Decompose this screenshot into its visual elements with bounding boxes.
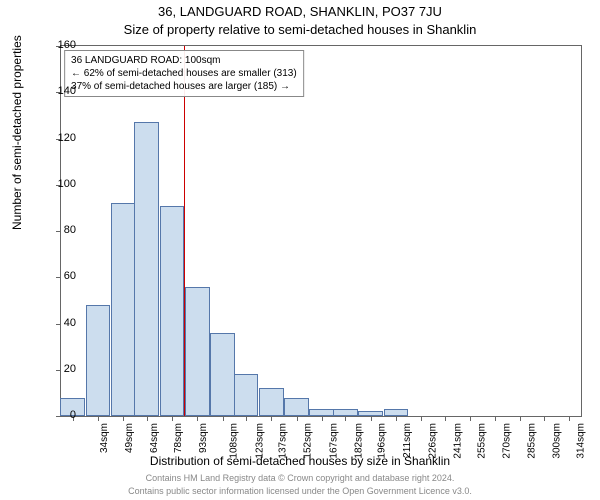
footer-line1: Contains HM Land Registry data © Crown c… (0, 473, 600, 483)
x-tick-mark (421, 416, 422, 421)
y-tick-label: 100 (58, 178, 76, 190)
x-tick-label: 241sqm (453, 423, 464, 459)
x-tick-label: 270sqm (502, 423, 513, 459)
histogram-bar (333, 409, 358, 416)
y-tick-label: 0 (70, 409, 76, 421)
histogram-bar (134, 122, 159, 416)
plot-area: 36 LANDGUARD ROAD: 100sqm← 62% of semi-d… (60, 45, 582, 417)
x-tick-mark (98, 416, 99, 421)
histogram-bar (384, 409, 409, 416)
histogram-bar (259, 388, 284, 416)
y-tick-label: 140 (58, 85, 76, 97)
x-tick-label: 49sqm (124, 423, 135, 453)
x-tick-mark (495, 416, 496, 421)
x-tick-mark (147, 416, 148, 421)
y-tick-label: 40 (64, 317, 76, 329)
x-tick-mark (197, 416, 198, 421)
y-tick-mark (56, 416, 61, 417)
histogram-bar (234, 374, 259, 416)
x-tick-label: 226sqm (427, 423, 438, 459)
histogram-bar (185, 287, 210, 417)
x-tick-mark (569, 416, 570, 421)
annotation-line1: 36 LANDGUARD ROAD: 100sqm (71, 54, 297, 67)
x-tick-label: 167sqm (328, 423, 339, 459)
x-tick-label: 34sqm (99, 423, 110, 453)
chart-container: 36, LANDGUARD ROAD, SHANKLIN, PO37 7JU S… (0, 0, 600, 500)
y-tick-mark (56, 324, 61, 325)
x-tick-label: 211sqm (401, 423, 412, 458)
x-tick-label: 123sqm (254, 423, 265, 459)
x-tick-mark (520, 416, 521, 421)
x-tick-label: 108sqm (229, 423, 240, 459)
x-tick-mark (223, 416, 224, 421)
y-tick-label: 60 (64, 270, 76, 282)
x-tick-mark (246, 416, 247, 421)
footer-line2: Contains public sector information licen… (0, 486, 600, 496)
x-tick-mark (271, 416, 272, 421)
histogram-bar (160, 206, 185, 416)
x-tick-mark (345, 416, 346, 421)
chart-title-line2: Size of property relative to semi-detach… (0, 22, 600, 37)
x-tick-label: 196sqm (377, 423, 388, 459)
y-tick-mark (56, 277, 61, 278)
histogram-bar (284, 398, 309, 417)
x-tick-mark (297, 416, 298, 421)
x-tick-label: 314sqm (576, 423, 587, 459)
x-tick-mark (371, 416, 372, 421)
x-tick-mark (470, 416, 471, 421)
histogram-bar (86, 305, 111, 416)
y-tick-label: 120 (58, 132, 76, 144)
histogram-bar (111, 203, 136, 416)
y-tick-label: 80 (64, 224, 76, 236)
x-tick-mark (322, 416, 323, 421)
y-tick-label: 160 (58, 39, 76, 51)
y-axis-label: Number of semi-detached properties (10, 35, 24, 230)
x-tick-mark (123, 416, 124, 421)
reference-line (184, 46, 185, 416)
x-tick-label: 300sqm (552, 423, 563, 459)
annotation-line2: ← 62% of semi-detached houses are smalle… (71, 67, 297, 80)
x-tick-label: 152sqm (303, 423, 314, 459)
x-tick-label: 93sqm (198, 423, 209, 453)
x-tick-label: 285sqm (527, 423, 538, 459)
x-tick-mark (396, 416, 397, 421)
y-tick-mark (56, 370, 61, 371)
x-tick-label: 64sqm (149, 423, 160, 453)
chart-title-line1: 36, LANDGUARD ROAD, SHANKLIN, PO37 7JU (0, 4, 600, 19)
x-tick-mark (445, 416, 446, 421)
y-tick-label: 20 (64, 363, 76, 375)
x-tick-mark (544, 416, 545, 421)
annotation-line3: 37% of semi-detached houses are larger (… (71, 80, 297, 93)
histogram-bar (309, 409, 334, 416)
annotation-box: 36 LANDGUARD ROAD: 100sqm← 62% of semi-d… (64, 50, 304, 97)
x-tick-label: 78sqm (173, 423, 184, 453)
x-tick-label: 255sqm (476, 423, 487, 459)
x-tick-label: 182sqm (353, 423, 364, 459)
histogram-bar (210, 333, 235, 416)
x-tick-mark (172, 416, 173, 421)
y-tick-mark (56, 231, 61, 232)
histogram-bar (358, 411, 383, 416)
x-tick-label: 137sqm (278, 423, 289, 459)
